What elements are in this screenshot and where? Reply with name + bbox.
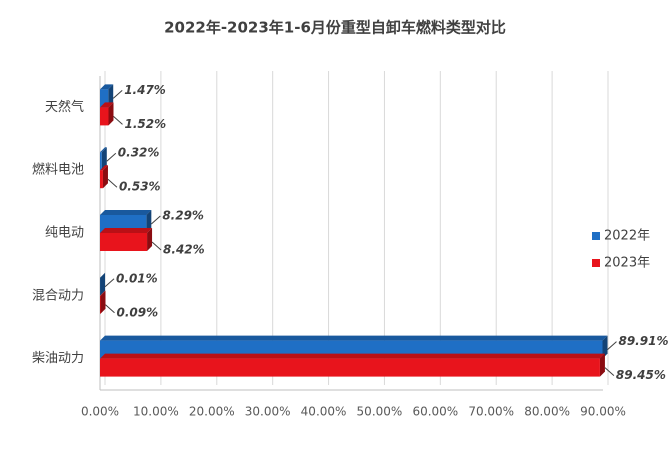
value-label: 8.42% xyxy=(163,243,205,257)
value-label: 89.45% xyxy=(616,368,666,382)
x-tick-label: 0.00% xyxy=(81,405,119,419)
legend-swatch xyxy=(592,259,600,267)
y-tick-label: 混合动力 xyxy=(32,288,84,303)
x-tick-label: 60.00% xyxy=(412,405,458,419)
chart-title: 2022年-2023年1-6月份重型自卸车燃料类型对比 xyxy=(164,19,506,37)
value-label: 0.32% xyxy=(118,146,160,160)
value-label: 89.91% xyxy=(618,334,668,348)
legend-label: 2023年 xyxy=(604,256,650,271)
x-tick-label: 10.00% xyxy=(133,405,179,419)
value-label: 0.01% xyxy=(116,271,158,285)
bar xyxy=(100,170,103,188)
bar xyxy=(100,359,600,377)
value-label: 1.47% xyxy=(124,83,166,97)
x-tick-label: 80.00% xyxy=(524,405,570,419)
bar xyxy=(100,107,108,125)
x-tick-label: 20.00% xyxy=(189,405,235,419)
legend-swatch xyxy=(592,232,600,240)
value-label: 8.29% xyxy=(162,209,204,223)
x-tick-label: 50.00% xyxy=(357,405,403,419)
y-tick-label: 天然气 xyxy=(45,99,84,115)
y-tick-label: 柴油动力 xyxy=(32,351,84,366)
bar-top xyxy=(100,228,152,233)
value-label: 0.09% xyxy=(117,305,159,319)
bar-top xyxy=(100,354,605,359)
y-tick-label: 燃料电池 xyxy=(32,162,84,178)
bar xyxy=(100,296,101,314)
value-label: 1.52% xyxy=(124,117,166,131)
bar-top xyxy=(100,210,151,215)
value-label: 0.53% xyxy=(119,180,161,194)
x-tick-label: 40.00% xyxy=(301,405,347,419)
x-tick-label: 30.00% xyxy=(245,405,291,419)
x-tick-label: 90.00% xyxy=(580,405,626,419)
bar xyxy=(100,233,147,251)
x-tick-label: 70.00% xyxy=(468,405,514,419)
bar xyxy=(100,152,102,170)
y-tick-label: 纯电动 xyxy=(45,226,84,241)
legend-label: 2022年 xyxy=(604,229,650,244)
bar-top xyxy=(100,336,607,341)
